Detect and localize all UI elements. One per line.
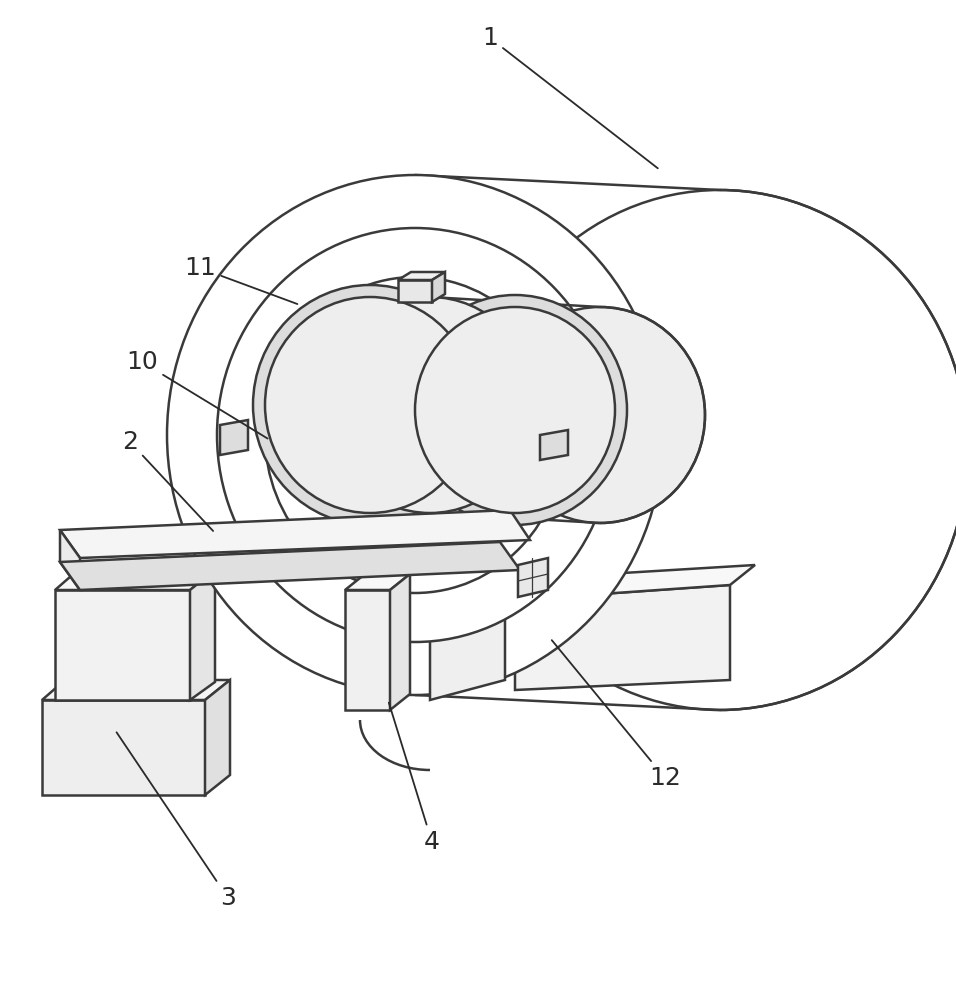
Ellipse shape bbox=[265, 297, 475, 513]
Polygon shape bbox=[55, 590, 190, 700]
Polygon shape bbox=[205, 680, 230, 795]
Text: 4: 4 bbox=[389, 703, 440, 854]
Ellipse shape bbox=[403, 295, 627, 525]
Polygon shape bbox=[518, 558, 548, 597]
Text: 11: 11 bbox=[185, 256, 297, 304]
Text: 3: 3 bbox=[117, 732, 236, 910]
Polygon shape bbox=[430, 600, 505, 700]
Ellipse shape bbox=[472, 190, 956, 710]
Polygon shape bbox=[42, 680, 230, 700]
Polygon shape bbox=[55, 570, 215, 590]
Polygon shape bbox=[60, 542, 520, 590]
Polygon shape bbox=[345, 590, 390, 710]
Text: 1: 1 bbox=[482, 26, 658, 168]
Polygon shape bbox=[345, 574, 410, 590]
Polygon shape bbox=[515, 585, 730, 690]
Ellipse shape bbox=[415, 307, 615, 513]
Ellipse shape bbox=[265, 277, 565, 593]
Polygon shape bbox=[515, 565, 755, 600]
Ellipse shape bbox=[253, 285, 487, 525]
Polygon shape bbox=[398, 272, 445, 280]
Polygon shape bbox=[540, 430, 568, 460]
Text: 12: 12 bbox=[552, 640, 681, 790]
Ellipse shape bbox=[495, 307, 705, 523]
Text: 10: 10 bbox=[126, 350, 268, 439]
Polygon shape bbox=[432, 272, 445, 302]
Ellipse shape bbox=[217, 228, 613, 642]
Polygon shape bbox=[60, 510, 530, 558]
Polygon shape bbox=[42, 700, 205, 795]
Ellipse shape bbox=[167, 175, 663, 695]
Polygon shape bbox=[398, 280, 432, 302]
Text: 2: 2 bbox=[122, 430, 213, 531]
Polygon shape bbox=[60, 530, 80, 590]
Polygon shape bbox=[220, 420, 248, 455]
Ellipse shape bbox=[325, 297, 535, 513]
Polygon shape bbox=[190, 570, 215, 700]
Polygon shape bbox=[390, 574, 410, 710]
